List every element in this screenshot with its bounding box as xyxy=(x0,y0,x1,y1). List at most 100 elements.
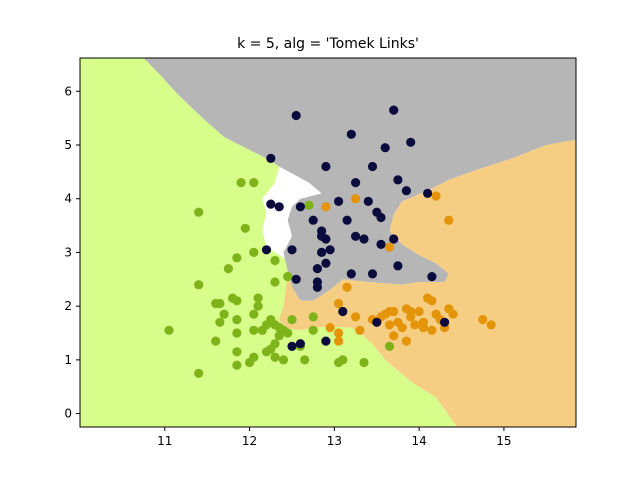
point-orange xyxy=(406,306,416,317)
point-green xyxy=(245,357,255,368)
point-orange xyxy=(431,191,441,201)
point-navy xyxy=(376,239,386,249)
point-orange xyxy=(351,312,361,322)
point-navy xyxy=(380,143,390,153)
point-green xyxy=(270,277,280,287)
point-green xyxy=(308,312,318,322)
point-navy xyxy=(321,161,331,172)
point-navy xyxy=(423,188,433,198)
point-green xyxy=(278,355,289,365)
data-points xyxy=(164,105,496,378)
point-navy xyxy=(287,341,297,351)
point-green xyxy=(253,301,263,311)
point-green xyxy=(253,293,263,303)
point-navy xyxy=(266,153,276,163)
point-green xyxy=(215,298,225,309)
x-tick-label: 13 xyxy=(327,434,342,448)
point-navy xyxy=(359,234,369,244)
point-navy xyxy=(376,212,386,223)
point-navy xyxy=(440,317,450,327)
point-orange xyxy=(334,336,344,346)
point-orange xyxy=(397,323,407,333)
point-navy xyxy=(351,178,361,188)
y-tick-label: 0 xyxy=(64,407,72,421)
y-tick-label: 1 xyxy=(64,353,72,367)
point-green xyxy=(287,315,297,325)
point-navy xyxy=(351,231,361,241)
point-navy xyxy=(346,129,356,139)
point-green xyxy=(164,325,174,335)
decision-regions xyxy=(80,58,576,427)
point-navy xyxy=(261,245,272,255)
point-navy xyxy=(317,231,327,241)
point-orange xyxy=(384,320,395,330)
point-green xyxy=(232,347,242,357)
point-green xyxy=(304,200,314,210)
point-orange xyxy=(414,306,424,317)
point-orange xyxy=(389,331,399,341)
point-green xyxy=(232,296,242,306)
point-green xyxy=(194,207,204,217)
point-navy xyxy=(291,110,301,121)
point-orange xyxy=(427,296,437,306)
point-navy xyxy=(389,234,399,244)
y-tick-label: 2 xyxy=(64,299,72,313)
point-green xyxy=(194,280,204,290)
point-navy xyxy=(393,175,403,185)
point-navy xyxy=(346,269,356,279)
point-green xyxy=(232,253,242,263)
point-green xyxy=(270,255,280,266)
point-navy xyxy=(308,215,318,225)
point-navy xyxy=(427,272,437,282)
point-navy xyxy=(321,258,331,268)
point-navy xyxy=(274,202,284,212)
point-green xyxy=(261,347,272,357)
region-orange xyxy=(279,139,576,427)
point-orange xyxy=(355,325,365,335)
point-green xyxy=(249,325,259,335)
y-tick-label: 3 xyxy=(64,245,72,259)
point-navy xyxy=(338,306,348,317)
region-green xyxy=(80,58,458,427)
point-navy xyxy=(312,282,322,292)
point-navy xyxy=(295,202,305,212)
point-orange xyxy=(334,328,344,338)
point-orange xyxy=(486,320,496,330)
point-green xyxy=(283,272,293,282)
x-tick-label: 12 xyxy=(242,434,257,448)
point-navy xyxy=(287,245,297,255)
point-orange xyxy=(444,215,454,225)
point-orange xyxy=(384,242,395,252)
point-navy xyxy=(325,245,335,255)
point-navy xyxy=(372,317,382,327)
point-navy xyxy=(334,196,344,206)
point-navy xyxy=(406,137,416,147)
y-tick-label: 5 xyxy=(64,138,72,152)
point-green xyxy=(215,317,225,327)
point-navy xyxy=(367,161,378,172)
x-tick-label: 11 xyxy=(157,434,172,448)
point-green xyxy=(300,355,310,365)
point-orange xyxy=(448,309,458,319)
point-navy xyxy=(291,274,301,284)
point-navy xyxy=(367,269,378,279)
y-tick-label: 4 xyxy=(64,192,72,206)
point-navy xyxy=(295,339,305,349)
point-orange xyxy=(418,323,428,333)
point-green xyxy=(338,355,348,365)
point-orange xyxy=(410,320,420,330)
point-orange xyxy=(321,202,331,212)
point-green xyxy=(249,247,259,257)
point-green xyxy=(236,178,246,188)
x-tick-label: 14 xyxy=(412,434,427,448)
point-navy xyxy=(393,261,403,271)
y-tick-label: 6 xyxy=(64,84,72,98)
point-green xyxy=(384,341,395,351)
plot-frame xyxy=(79,57,577,428)
point-green xyxy=(219,309,229,319)
point-navy xyxy=(266,199,276,209)
point-green xyxy=(232,315,242,325)
point-navy xyxy=(342,215,352,225)
point-orange xyxy=(401,336,411,346)
point-green xyxy=(270,352,280,362)
